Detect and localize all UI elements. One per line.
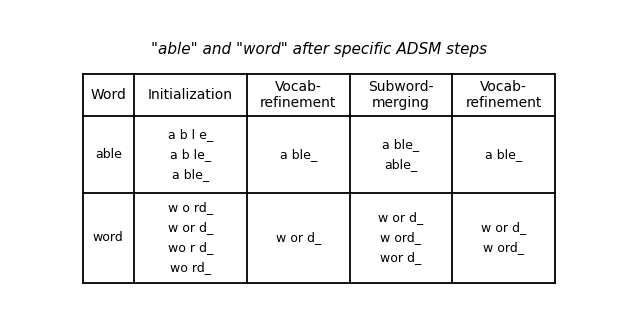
- Text: word: word: [93, 231, 124, 244]
- Text: w or d_
w ord_: w or d_ w ord_: [481, 221, 526, 254]
- Text: Initialization: Initialization: [148, 88, 233, 102]
- Text: Vocab-
refinement: Vocab- refinement: [465, 80, 542, 110]
- Text: Word: Word: [90, 88, 126, 102]
- Text: w or d_: w or d_: [276, 231, 321, 244]
- Text: Vocab-
refinement: Vocab- refinement: [260, 80, 337, 110]
- Text: able: able: [95, 148, 122, 161]
- Text: w or d_
w ord_
wor d_: w or d_ w ord_ wor d_: [378, 211, 424, 264]
- Text: "able" and "word" after specific ADSM steps: "able" and "word" after specific ADSM st…: [151, 42, 487, 57]
- Text: Subword-
merging: Subword- merging: [368, 80, 434, 110]
- Text: a ble_: a ble_: [485, 148, 522, 161]
- Text: w o rd_
w or d_
wo r d_
wo rd_: w o rd_ w or d_ wo r d_ wo rd_: [168, 201, 213, 274]
- Text: a b l e_
a b le_
a ble_: a b l e_ a b le_ a ble_: [168, 128, 213, 181]
- Text: a ble_
able_: a ble_ able_: [383, 138, 419, 171]
- Text: a ble_: a ble_: [280, 148, 317, 161]
